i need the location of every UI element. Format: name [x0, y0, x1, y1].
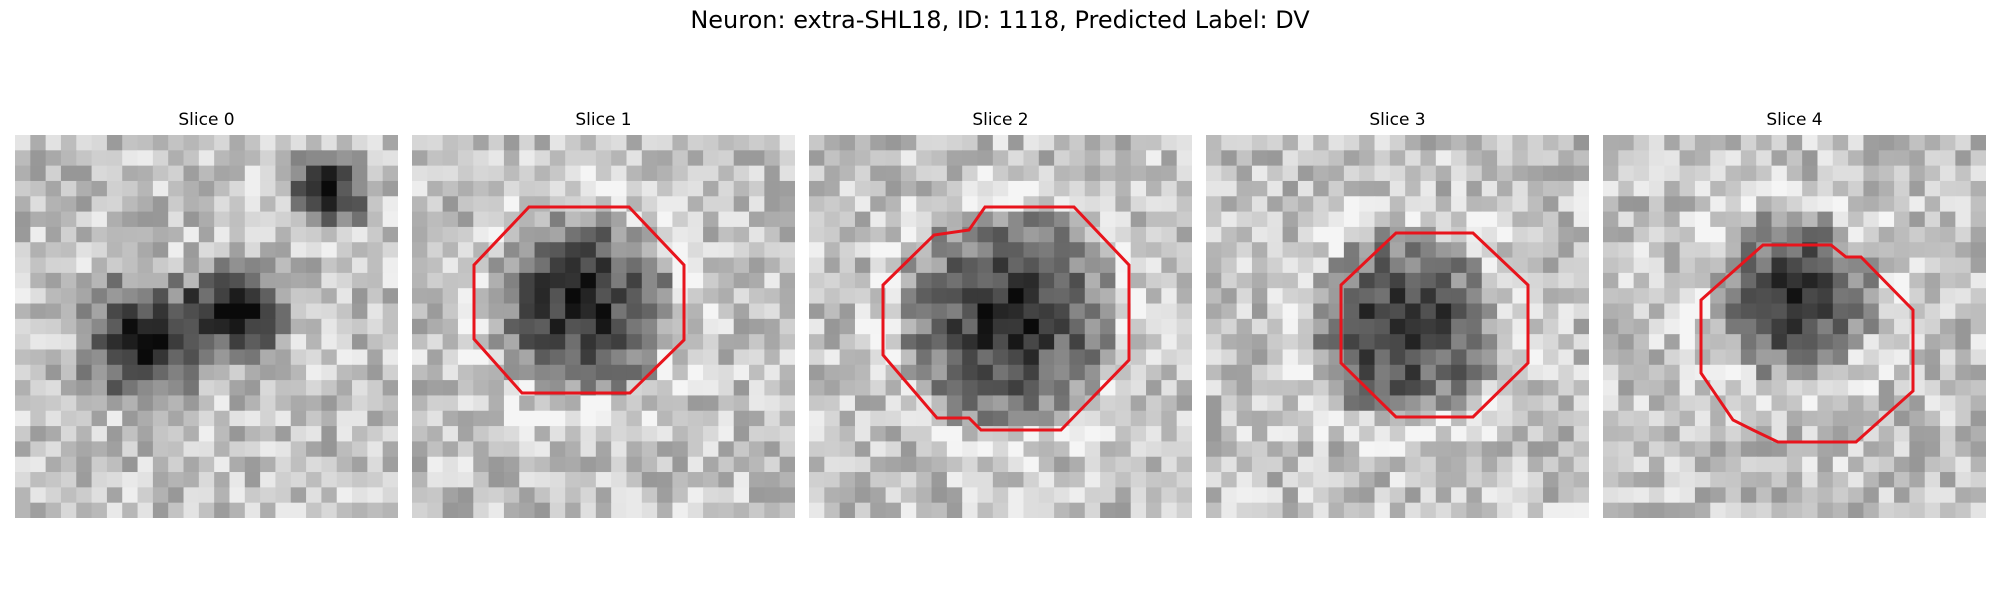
microscopy-image [1603, 135, 1986, 518]
microscopy-image [412, 135, 795, 518]
slice-label: Slice 0 [178, 110, 235, 130]
roi-contour [881, 205, 1131, 432]
roi-contour [1339, 231, 1530, 419]
slice-panel-1: Slice 1 [412, 107, 795, 518]
slice-panel-2: Slice 2 [809, 107, 1192, 518]
microscopy-image [15, 135, 398, 518]
slice-panel-3: Slice 3 [1206, 107, 1589, 518]
slice-label: Slice 1 [575, 110, 632, 130]
figure-title: Neuron: extra-SHL18, ID: 1118, Predicted… [690, 6, 1310, 34]
roi-contour [472, 205, 686, 395]
roi-contour [1699, 243, 1915, 444]
slice-panel-0: Slice 0 [15, 107, 398, 518]
microscopy-image [809, 135, 1192, 518]
slice-panel-4: Slice 4 [1603, 107, 1986, 518]
slice-label: Slice 3 [1369, 110, 1426, 130]
slice-label: Slice 4 [1766, 110, 1823, 130]
microscopy-image [1206, 135, 1589, 518]
slice-label: Slice 2 [972, 110, 1029, 130]
